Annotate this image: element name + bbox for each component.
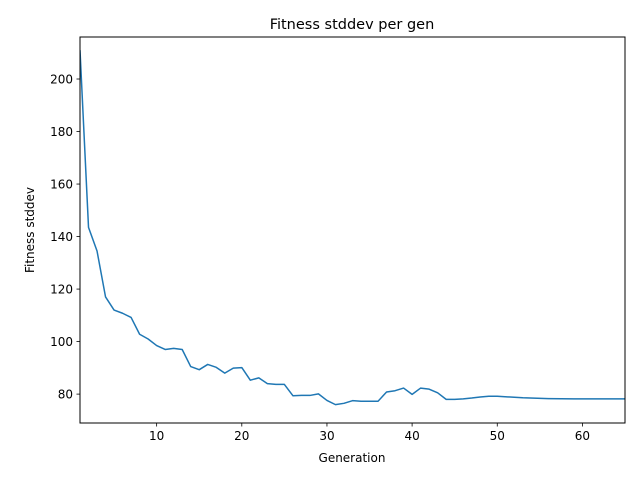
y-tick-label: 200 [50,72,73,86]
chart-title: Fitness stddev per gen [270,17,435,33]
y-tick-label: 140 [50,230,73,244]
y-tick-label: 80 [58,387,73,401]
y-tick-label: 120 [50,282,73,296]
y-tick-label: 160 [50,177,73,191]
axes-frame [79,36,626,424]
y-tick-label: 180 [50,125,73,139]
x-tick-label: 60 [575,429,590,443]
x-tick-label: 20 [234,429,249,443]
plot-area: 10 20 30 40 50 60 80 100 120 140 160 180 200 [50,36,626,443]
x-axis-title: Generation [319,451,386,465]
y-tick-label: 100 [50,335,73,349]
data-line-series-1 [80,50,625,406]
x-tick-label: 30 [319,429,334,443]
y-axis-title: Fitness stddev [23,187,37,273]
x-tick-label: 10 [149,429,164,443]
x-tick-label: 40 [404,429,419,443]
x-tick-label: 50 [490,429,505,443]
